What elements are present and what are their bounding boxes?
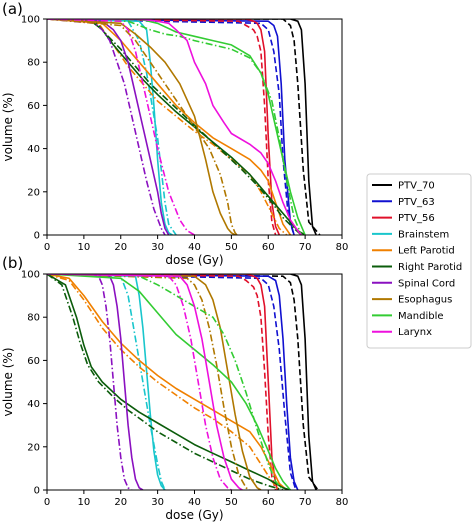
dvh-curve-spinal-cord-solid — [47, 19, 170, 235]
dvh-curve-mandible-dashdot — [47, 274, 284, 490]
dvh-curve-mandible-solid — [47, 274, 292, 490]
y-tick-label: 60 — [27, 101, 40, 112]
y-axis-label: volume (%) — [1, 92, 15, 161]
x-axis-label: dose (Gy) — [165, 253, 223, 267]
y-tick-label: 40 — [27, 399, 40, 410]
dvh-curve-ptv-63-dashed — [47, 19, 295, 235]
y-tick-label: 20 — [27, 442, 40, 453]
y-tick-label: 80 — [27, 58, 40, 69]
legend-label: Right Parotid — [398, 262, 462, 273]
dvh-curve-ptv-63-solid — [47, 274, 299, 490]
legend: PTV_70 PTV_63 PTV_56 Brainstem Left Parotid R… — [366, 173, 472, 349]
x-tick-label: 0 — [44, 497, 50, 508]
dvh-curve-brainstem-solid — [47, 274, 166, 490]
dvh-curve-ptv-63-solid — [47, 19, 295, 235]
legend-label: Esophagus — [398, 295, 452, 306]
dvh-curve-mandible-dashdot — [47, 19, 303, 235]
dvh-curve-ptv-70-dashed — [47, 19, 321, 235]
dvh-curve-esophagus-dashdot — [47, 19, 238, 235]
x-tick-label: 30 — [151, 242, 164, 253]
x-tick-label: 40 — [188, 497, 201, 508]
dvh-curve-esophagus-solid — [47, 274, 262, 490]
series-group — [47, 19, 321, 235]
dvh-curve-mandible-solid — [47, 19, 306, 235]
dvh-curve-larynx-dashdot — [47, 19, 195, 235]
dvh-curve-left-parotid-solid — [47, 19, 292, 235]
legend-label: Mandible — [398, 311, 444, 322]
x-tick-label: 0 — [44, 242, 50, 253]
y-tick-label: 100 — [21, 15, 40, 26]
panel-label: (a) — [2, 0, 23, 18]
legend-label: Spinal Cord — [398, 278, 455, 289]
dvh-curve-left-parotid-solid — [47, 274, 288, 490]
y-tick-label: 20 — [27, 187, 40, 198]
y-tick-label: 0 — [34, 486, 40, 497]
legend-label: PTV_56 — [398, 213, 435, 224]
panel-label: (b) — [2, 254, 23, 272]
dvh-curve-right-parotid-dashdot — [47, 274, 284, 490]
dvh-curve-esophagus-solid — [47, 19, 236, 235]
x-tick-label: 10 — [78, 242, 91, 253]
dvh-curve-spinal-cord-dashdot — [47, 19, 166, 235]
x-tick-label: 60 — [262, 497, 275, 508]
legend-label: PTV_63 — [398, 197, 435, 208]
y-tick-label: 0 — [34, 231, 40, 242]
dvh-curve-brainstem-solid — [47, 19, 173, 235]
panel-b: 0 10 20 30 40 50 60 70 80 0 20 40 60 80 100 dose (Gy) vo… — [1, 254, 348, 522]
dvh-curve-left-parotid-dashdot — [47, 274, 280, 490]
legend-label: Brainstem — [398, 229, 449, 240]
x-axis-label: dose (Gy) — [165, 508, 223, 522]
x-tick-label: 20 — [114, 497, 127, 508]
series-group — [47, 274, 319, 490]
dvh-curve-right-parotid-solid — [47, 274, 291, 490]
x-tick-label: 70 — [299, 497, 312, 508]
x-tick-label: 50 — [225, 497, 238, 508]
y-tick-label: 60 — [27, 356, 40, 367]
x-tick-label: 40 — [188, 242, 201, 253]
y-tick-label: 40 — [27, 144, 40, 155]
legend-label: Left Parotid — [398, 246, 455, 257]
dvh-curve-spinal-cord-solid — [47, 274, 144, 490]
legend-label: PTV_70 — [398, 181, 435, 192]
x-tick-label: 70 — [299, 242, 312, 253]
x-tick-label: 30 — [151, 497, 164, 508]
dvh-curve-brainstem-dashdot — [47, 274, 166, 490]
dvh-curve-larynx-solid — [47, 19, 303, 235]
legend-label: Larynx — [398, 327, 432, 338]
x-tick-label: 80 — [336, 497, 349, 508]
x-tick-label: 60 — [262, 242, 275, 253]
y-axis-label: volume (%) — [1, 347, 15, 416]
dvh-curve-ptv-56-solid — [47, 19, 281, 235]
dvh-curve-larynx-solid — [47, 274, 243, 490]
dvh-curve-right-parotid-dashdot — [47, 19, 302, 235]
panel-a: 0 10 20 30 40 50 60 70 80 0 20 40 60 80 100 dose (Gy) vo… — [1, 0, 348, 267]
dvh-curve-ptv-70-dashed — [47, 274, 319, 490]
dvh-curve-spinal-cord-dashdot — [47, 274, 133, 490]
y-tick-label: 80 — [27, 313, 40, 324]
dvh-curve-larynx-dashdot — [47, 274, 232, 490]
dvh-curve-ptv-56-dashed — [47, 274, 277, 490]
legend-frame — [366, 173, 472, 349]
x-tick-label: 50 — [225, 242, 238, 253]
x-tick-label: 80 — [336, 242, 349, 253]
x-tick-label: 10 — [78, 497, 91, 508]
dvh-curve-esophagus-dashdot — [47, 274, 251, 490]
x-tick-label: 20 — [114, 242, 127, 253]
dvh-curve-left-parotid-dashdot — [47, 19, 288, 235]
y-tick-label: 100 — [21, 270, 40, 281]
dvh-curve-brainstem-dashdot — [47, 19, 177, 235]
